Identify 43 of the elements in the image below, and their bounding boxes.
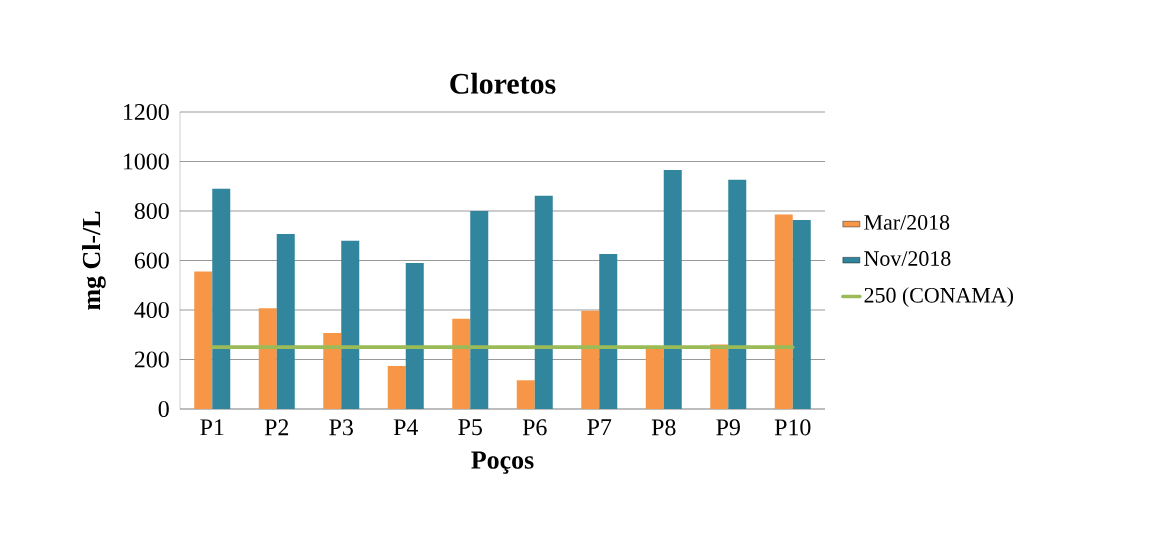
bar <box>258 308 277 409</box>
x-tick-label: P4 <box>393 419 418 436</box>
bar <box>728 179 747 409</box>
x-tick-label: P9 <box>716 419 740 436</box>
bar <box>516 380 535 409</box>
chart-title: Cloretos <box>450 72 556 94</box>
bar <box>387 365 406 409</box>
x-axis-title: Poços <box>471 451 534 474</box>
y-tick-label: 600 <box>134 252 169 269</box>
y-tick-label: 800 <box>134 202 169 220</box>
x-tick-label: P5 <box>458 419 482 436</box>
bar <box>341 240 360 409</box>
bar <box>663 169 682 409</box>
x-tick-label: P2 <box>264 419 289 436</box>
bar <box>452 318 471 409</box>
y-tick-label: 0 <box>158 400 169 418</box>
y-axis-title: mg Cl-/L <box>82 211 106 310</box>
bar <box>534 195 553 409</box>
bar <box>710 344 729 409</box>
bar <box>405 262 424 409</box>
y-tick-label: 400 <box>134 301 169 319</box>
y-tick-label: 1200 <box>123 103 169 121</box>
bar <box>774 214 793 409</box>
bar <box>645 347 664 409</box>
x-tick-label: P1 <box>200 419 224 436</box>
bar <box>323 333 342 409</box>
legend-label: 250 (CONAMA) <box>864 287 1013 308</box>
x-tick-label: P7 <box>587 419 612 435</box>
x-tick-label: P6 <box>522 419 547 436</box>
bar <box>792 219 811 409</box>
x-tick-label: P8 <box>651 419 676 436</box>
y-tick-label: 1000 <box>123 153 169 170</box>
legend-label: Mar/2018 <box>864 215 950 230</box>
bar <box>599 254 618 409</box>
bar <box>276 234 295 409</box>
x-tick-label: P3 <box>329 419 353 436</box>
legend-label: Nov/2018 <box>864 251 951 266</box>
x-tick-label: P10 <box>774 419 811 436</box>
bar <box>194 271 213 409</box>
bar <box>581 310 600 409</box>
y-tick-label: 200 <box>134 351 169 368</box>
bar <box>470 211 489 409</box>
bar <box>212 188 231 409</box>
